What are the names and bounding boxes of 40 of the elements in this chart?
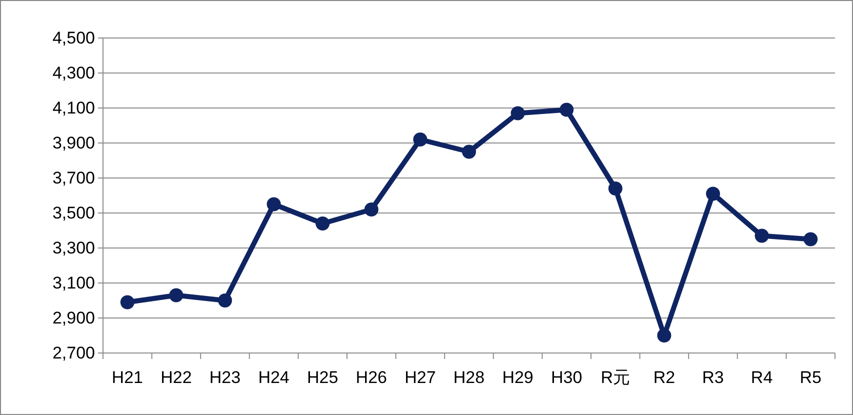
point xyxy=(120,295,134,310)
point xyxy=(608,182,622,196)
x-tick-label: H23 xyxy=(209,368,241,387)
x-tick-label: R5 xyxy=(800,368,822,387)
x-tick-label: H24 xyxy=(258,368,290,387)
y-tick-label: 2,700 xyxy=(52,344,95,362)
y-tick-label: 3,500 xyxy=(52,204,95,222)
y-tick-label: 3,700 xyxy=(52,168,95,188)
x-tick-label: R4 xyxy=(750,368,773,387)
point xyxy=(706,186,720,201)
point xyxy=(316,216,330,230)
point xyxy=(804,232,818,246)
point xyxy=(364,202,378,216)
x-tick-label: H30 xyxy=(551,368,582,387)
x-tick-label: R元 xyxy=(600,368,630,387)
point xyxy=(510,106,525,120)
point xyxy=(218,294,232,308)
y-tick-label: 2,900 xyxy=(52,308,95,328)
x-tick-label: H29 xyxy=(502,368,534,387)
x-tick-label: H28 xyxy=(453,368,485,387)
y-tick-label: 3,300 xyxy=(52,238,95,258)
x-tick-label: H27 xyxy=(404,368,436,387)
x-tick-label: R3 xyxy=(702,368,724,387)
y-tick-label: 4,300 xyxy=(52,64,95,82)
x-tick-label: H21 xyxy=(112,368,143,387)
x-tick-label: R2 xyxy=(653,368,676,387)
point xyxy=(413,132,428,146)
point xyxy=(657,328,672,342)
point xyxy=(754,228,769,243)
x-tick-label: H22 xyxy=(160,368,192,387)
x-tick-label: H25 xyxy=(307,368,338,387)
point xyxy=(462,144,476,159)
x-tick-label: H26 xyxy=(356,368,387,387)
y-tick-label: 4,100 xyxy=(52,98,95,118)
point xyxy=(560,102,574,117)
point xyxy=(266,197,281,212)
y-tick-label: 4,500 xyxy=(52,28,95,48)
y-tick-label: 3,900 xyxy=(52,134,95,152)
point xyxy=(169,288,184,302)
y-tick-label: 3,100 xyxy=(52,274,95,292)
